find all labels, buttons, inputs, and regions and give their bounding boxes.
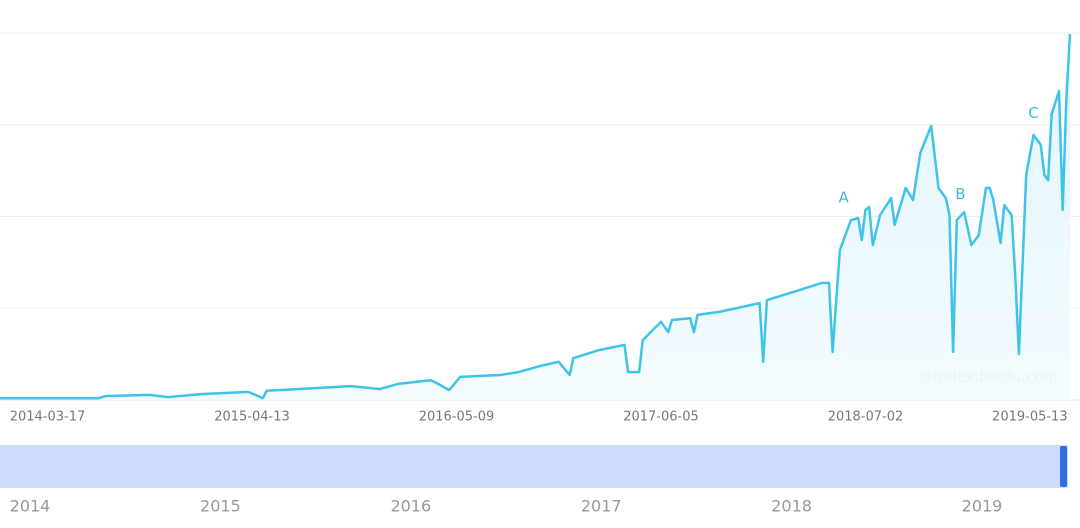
- navigator-label: 2019: [962, 497, 1003, 516]
- area: [0, 34, 1070, 400]
- annotation: B: [955, 185, 965, 203]
- x-tick-label: 2014-03-17: [10, 410, 86, 425]
- x-tick-label: 2015-04-13: [214, 410, 290, 425]
- navigator-label: 2014: [10, 497, 51, 516]
- navigator-label: 2018: [771, 497, 812, 516]
- line: [0, 34, 1072, 400]
- navigator-label: 2016: [390, 497, 431, 516]
- navigator-label: 2017: [581, 497, 622, 516]
- annotation: A: [838, 189, 849, 207]
- navigator-label: 2015: [200, 497, 241, 516]
- x-tick-label: 2019-05-13: [992, 410, 1068, 425]
- x-tick-label: 2017-06-05: [623, 410, 699, 425]
- navigator-handle[interactable]: [1060, 446, 1067, 487]
- x-tick-label: 2016-05-09: [419, 410, 495, 425]
- annotation: C: [1028, 104, 1038, 122]
- navigator-band[interactable]: [0, 445, 1068, 488]
- x-tick-label: 2018-07-02: [828, 410, 904, 425]
